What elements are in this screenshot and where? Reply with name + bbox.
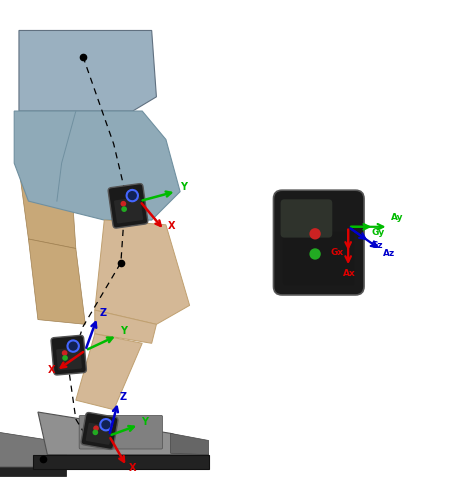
Polygon shape: [38, 412, 209, 455]
Polygon shape: [95, 310, 156, 343]
Text: Y: Y: [141, 417, 148, 427]
Polygon shape: [14, 111, 180, 220]
Circle shape: [100, 419, 112, 430]
Circle shape: [92, 429, 98, 435]
FancyBboxPatch shape: [281, 199, 332, 238]
Circle shape: [121, 206, 127, 212]
Circle shape: [62, 355, 68, 361]
Text: Y: Y: [180, 182, 187, 192]
Polygon shape: [95, 220, 190, 325]
Text: Az: Az: [383, 248, 395, 257]
Text: Gy: Gy: [372, 228, 385, 238]
Text: Gz: Gz: [371, 242, 383, 250]
FancyBboxPatch shape: [79, 415, 163, 449]
Polygon shape: [0, 467, 66, 476]
FancyBboxPatch shape: [56, 347, 82, 370]
Text: X: X: [129, 463, 137, 473]
Polygon shape: [0, 431, 66, 467]
Polygon shape: [76, 334, 142, 410]
Circle shape: [310, 228, 321, 240]
FancyBboxPatch shape: [86, 423, 112, 445]
Polygon shape: [19, 30, 156, 111]
Polygon shape: [33, 455, 209, 469]
Polygon shape: [19, 168, 76, 248]
Text: Y: Y: [120, 327, 127, 336]
FancyBboxPatch shape: [283, 232, 355, 285]
FancyBboxPatch shape: [108, 183, 148, 228]
FancyBboxPatch shape: [51, 335, 86, 375]
Polygon shape: [171, 433, 209, 455]
Circle shape: [127, 190, 138, 201]
Text: X: X: [48, 365, 55, 375]
Text: X: X: [168, 221, 175, 231]
Text: Z: Z: [100, 308, 107, 318]
FancyBboxPatch shape: [81, 413, 118, 449]
Circle shape: [93, 425, 99, 431]
FancyBboxPatch shape: [114, 197, 143, 224]
Circle shape: [120, 201, 126, 207]
Polygon shape: [28, 239, 85, 325]
Circle shape: [67, 340, 79, 352]
Text: Z: Z: [120, 393, 127, 403]
Circle shape: [310, 248, 321, 259]
Text: Ax: Ax: [343, 268, 356, 278]
Text: Gx: Gx: [330, 248, 343, 257]
FancyBboxPatch shape: [273, 190, 364, 295]
Circle shape: [62, 350, 67, 356]
Text: Ay: Ay: [391, 213, 403, 222]
